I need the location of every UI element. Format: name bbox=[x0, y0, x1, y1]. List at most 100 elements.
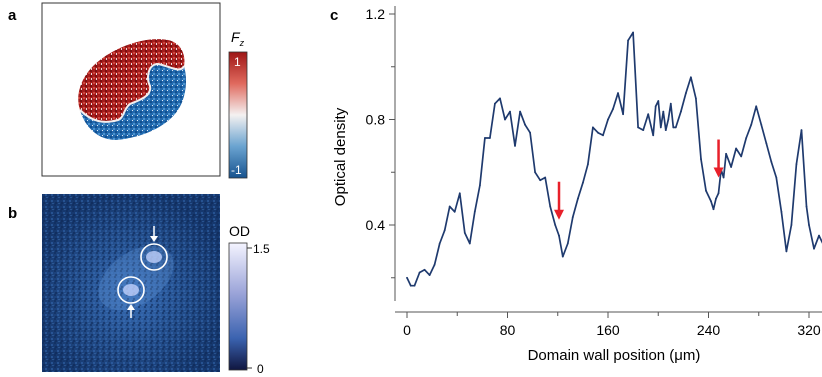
od-circle-marker-upper bbox=[140, 243, 168, 271]
od-colorbar bbox=[228, 242, 248, 371]
data-point bbox=[760, 123, 763, 126]
axis-ticks: 0 80 160 240 320 0.4 0.8 1.2 bbox=[366, 6, 821, 338]
data-point bbox=[627, 39, 629, 42]
data-point bbox=[612, 108, 614, 110]
data-point bbox=[463, 232, 466, 234]
panel-c: c Optical density Domain wall position (… bbox=[330, 6, 822, 364]
data-point bbox=[617, 92, 619, 94]
data-point bbox=[514, 145, 516, 147]
panel-label-c: c bbox=[330, 7, 338, 24]
panel-label-b: b bbox=[8, 205, 17, 222]
data-point bbox=[423, 268, 426, 271]
data-point bbox=[622, 113, 624, 116]
y-axis-label: Optical density bbox=[332, 107, 349, 206]
data-point bbox=[409, 284, 412, 287]
data-point bbox=[765, 142, 768, 145]
fz-colorbar bbox=[228, 51, 248, 179]
data-point bbox=[690, 76, 692, 79]
data-point bbox=[669, 102, 672, 105]
od-bright-spot-lower bbox=[123, 284, 139, 296]
panel-b: b OD 1.5 0 bbox=[8, 194, 270, 376]
data-point bbox=[674, 126, 677, 129]
data-point bbox=[504, 118, 506, 121]
od-title: OD bbox=[229, 223, 250, 239]
fz-red-domain bbox=[78, 39, 185, 122]
data-point bbox=[750, 123, 753, 126]
data-point bbox=[710, 200, 712, 203]
data-point bbox=[800, 129, 803, 132]
data-point bbox=[780, 210, 783, 213]
data-point bbox=[406, 276, 408, 279]
data-point bbox=[577, 197, 579, 200]
x-tick-label: 160 bbox=[596, 322, 620, 338]
data-point bbox=[664, 129, 667, 132]
data-point bbox=[571, 216, 574, 219]
y-tick-label: 1.2 bbox=[366, 6, 386, 22]
data-point bbox=[642, 129, 645, 132]
data-point bbox=[468, 242, 471, 245]
data-point bbox=[790, 224, 793, 226]
data-point bbox=[740, 155, 743, 158]
panel-a: a Fz 1 -1 bbox=[8, 2, 248, 179]
x-tick-label: 80 bbox=[500, 322, 516, 338]
series-line bbox=[406, 31, 822, 287]
data-point bbox=[712, 208, 715, 211]
data-point bbox=[561, 255, 564, 258]
data-point bbox=[672, 126, 675, 129]
data-point bbox=[659, 126, 662, 129]
red-arrow bbox=[713, 139, 724, 178]
od-bright-spot-upper bbox=[146, 251, 162, 263]
data-point bbox=[685, 92, 687, 94]
data-point bbox=[795, 163, 798, 166]
data-point bbox=[602, 134, 604, 137]
data-point bbox=[509, 110, 511, 113]
data-point bbox=[662, 110, 665, 113]
data-point bbox=[680, 110, 682, 113]
data-point bbox=[549, 205, 552, 208]
data-point bbox=[582, 181, 584, 184]
y-tick-label: 0.4 bbox=[366, 217, 386, 233]
data-point bbox=[418, 271, 421, 274]
od-colorbar-max: 1.5 bbox=[253, 242, 270, 256]
data-point bbox=[607, 118, 609, 121]
data-point bbox=[529, 131, 531, 134]
data-point bbox=[705, 189, 707, 192]
series-points bbox=[406, 31, 820, 287]
data-point bbox=[443, 229, 446, 232]
data-point bbox=[717, 192, 720, 195]
data-point bbox=[775, 176, 778, 179]
fz-colorbar-min: -1 bbox=[231, 163, 242, 177]
red-arrow bbox=[554, 181, 565, 220]
data-point bbox=[715, 197, 717, 200]
od-arrow-down bbox=[150, 226, 158, 242]
data-point bbox=[438, 242, 441, 245]
fz-title: Fz bbox=[231, 29, 245, 48]
od-arrow-up bbox=[127, 304, 135, 318]
data-point bbox=[700, 158, 702, 161]
data-point bbox=[735, 147, 737, 150]
x-tick-label: 0 bbox=[403, 322, 411, 338]
x-tick-label: 240 bbox=[697, 322, 721, 338]
data-point bbox=[597, 131, 599, 134]
data-point bbox=[494, 102, 496, 105]
data-point bbox=[534, 171, 536, 174]
data-point bbox=[428, 274, 431, 276]
od-circle-marker-lower bbox=[117, 276, 145, 304]
data-point bbox=[479, 184, 481, 187]
data-point bbox=[433, 263, 436, 266]
data-point bbox=[484, 137, 486, 139]
data-point bbox=[755, 105, 758, 108]
data-point bbox=[632, 31, 634, 34]
fz-blue-domain bbox=[80, 64, 186, 140]
data-point bbox=[499, 97, 501, 100]
od-colorbar-min: 0 bbox=[257, 362, 264, 376]
fz-colorbar-max: 1 bbox=[234, 55, 241, 69]
y-tick-label: 0.8 bbox=[366, 112, 386, 128]
panel-label-a: a bbox=[8, 7, 17, 24]
data-point bbox=[587, 163, 589, 166]
x-axis-label: Domain wall position (μm) bbox=[528, 347, 701, 364]
data-point bbox=[566, 242, 569, 245]
data-point bbox=[473, 210, 476, 213]
data-point bbox=[637, 126, 639, 129]
data-point bbox=[539, 179, 542, 182]
